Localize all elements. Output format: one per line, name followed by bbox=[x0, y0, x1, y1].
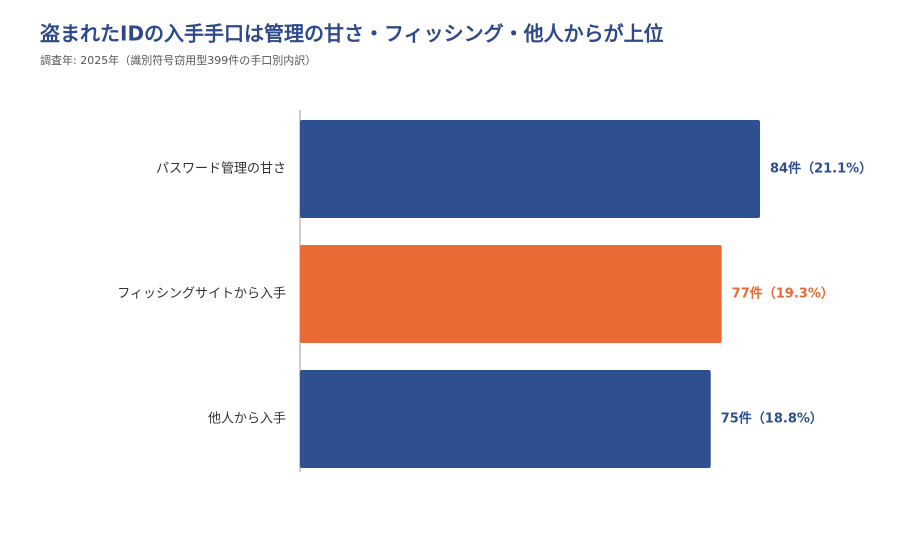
category-label: パスワード管理の甘さ bbox=[156, 162, 286, 177]
value-label: 75件（18.8%） bbox=[721, 411, 823, 427]
bar bbox=[300, 120, 760, 218]
bar bbox=[300, 370, 711, 468]
chart-subtitle: 調査年: 2025年（識別符号窃用型399件の手口別内訳） bbox=[40, 53, 316, 67]
chart-title: 盗まれたIDの入手手口は管理の甘さ・フィッシング・他人からが上位 bbox=[40, 22, 664, 46]
value-label: 84件（21.1%） bbox=[770, 161, 872, 177]
category-label: 他人から入手 bbox=[208, 412, 286, 427]
category-label: フィッシングサイトから入手 bbox=[117, 287, 286, 302]
value-label: 77件（19.3%） bbox=[732, 286, 834, 302]
bar bbox=[300, 245, 722, 343]
